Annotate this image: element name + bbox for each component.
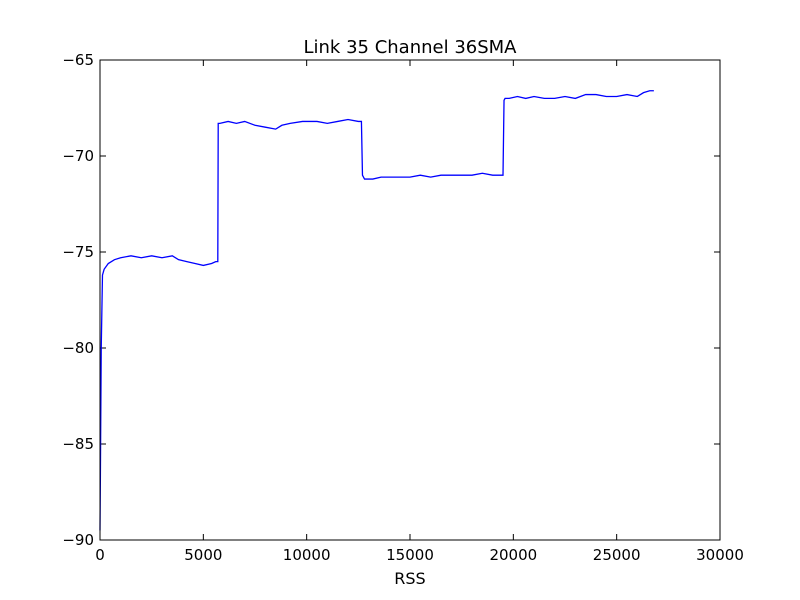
x-tick-label: 30000 (696, 546, 744, 564)
y-tick-label: −80 (62, 339, 94, 357)
x-axis-ticks: 0 5000 10000 15000 20000 25000 30000 (95, 60, 744, 564)
plot-frame (99, 59, 721, 541)
y-axis-ticks: −90 −85 −80 −75 −70 −65 (62, 51, 720, 549)
x-tick-label: 5000 (184, 546, 222, 564)
x-tick-label: 15000 (386, 546, 434, 564)
y-tick-label: −70 (62, 147, 94, 165)
y-tick-label: −90 (62, 531, 94, 549)
x-tick-label: 0 (95, 546, 105, 564)
plot-background (100, 60, 720, 540)
series-line (99, 90, 654, 531)
y-tick-label: −75 (62, 243, 94, 261)
chart-title: Link 35 Channel 36SMA (303, 37, 517, 58)
x-tick-label: 10000 (283, 546, 331, 564)
x-axis-label: RSS (394, 569, 425, 588)
y-tick-label: −85 (62, 435, 94, 453)
y-tick-label: −65 (62, 51, 94, 69)
x-tick-label: 20000 (489, 546, 537, 564)
x-tick-label: 25000 (593, 546, 641, 564)
